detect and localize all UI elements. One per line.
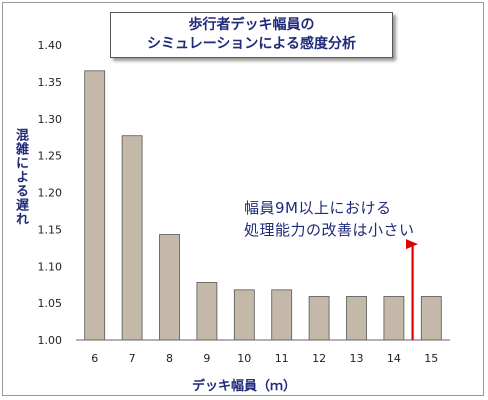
bar [346,296,367,341]
bar [196,282,218,341]
annotation-line-2: 処理能力の改善は小さい [244,221,415,239]
y-tick-label: 1.35 [38,76,63,89]
x-tick-label: 14 [387,352,401,365]
bar [84,70,106,341]
y-tick-label: 1.05 [38,297,63,310]
x-tick-label: 9 [203,352,210,365]
x-tick-label: 6 [91,352,98,365]
annotation-arrow-line [410,243,414,340]
y-tick-label: 1.20 [38,187,63,200]
bar [271,289,293,341]
annotation-text: 幅員9M以上における 処理能力の改善は小さい [244,197,415,241]
x-tick-label: 8 [166,352,173,365]
chart-title-box: 歩行者デッキ幅員の シミュレーションによる感度分析 [110,12,393,58]
x-tick-label: 10 [237,352,251,365]
y-tick-label: 1.30 [38,113,63,126]
bar [159,234,180,341]
bar [420,296,442,341]
bar [383,296,405,341]
y-tick-label: 1.00 [38,334,63,347]
y-tick-label: 1.40 [38,39,63,52]
chart-title-line-1: 歩行者デッキ幅員の [188,17,315,33]
chart-title-line-2: シミュレーションによる感度分析 [146,36,357,52]
x-tick-label: 15 [424,352,438,365]
x-axis-label: デッキ幅員（ｍ） [191,379,296,394]
annotation-arrow-head [406,239,418,250]
x-tick-label: 11 [275,352,289,365]
x-tick-label: 12 [312,352,326,365]
bar [308,296,330,341]
y-axis-label: 混雑による遅れ [13,128,28,226]
bar [121,135,143,341]
x-tick-label: 7 [129,352,136,365]
y-tick-label: 1.15 [38,223,63,236]
y-tick-label: 1.25 [38,150,63,163]
bar [233,289,255,341]
y-tick-label: 1.10 [38,260,63,273]
annotation-line-1: 幅員9M以上における [244,199,392,217]
x-tick-label: 13 [350,352,364,365]
